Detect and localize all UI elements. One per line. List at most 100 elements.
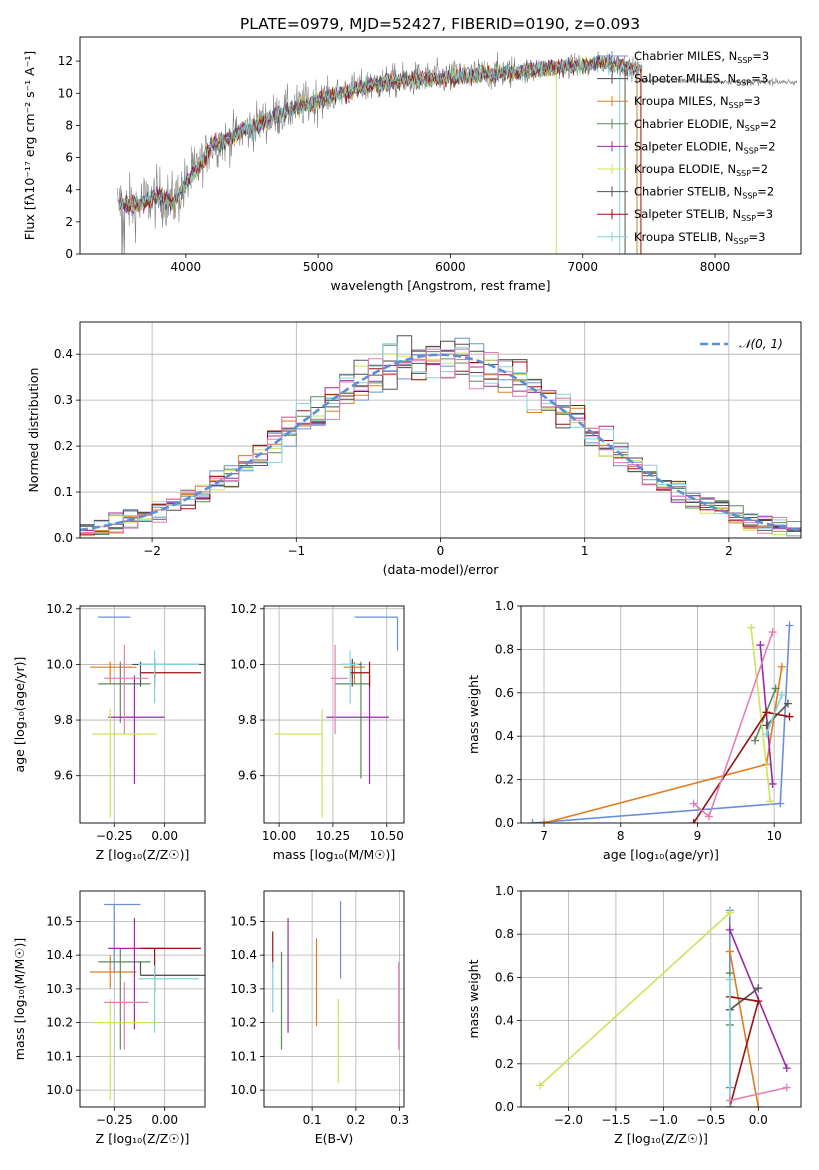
panel-age-vs-Z: −0.25 0.00 9.6 9.8 10.0 10.2 Z [log₁₀(Z/Z☉)] ag… [12,602,206,862]
y-tick-label: 1.0 [495,599,514,613]
x-tick-label: 0.00 [151,1113,178,1127]
y-tick-label: 10.0 [46,657,73,671]
legend-label: Salpeter ELODIE, NSSP=2 [634,139,776,155]
y-tick-label: 10 [58,86,73,100]
weight-line [729,951,760,1107]
x-tick-label: 0.3 [390,1113,409,1127]
axes-frame [79,321,802,539]
y-tick-label: 10.3 [46,982,73,996]
x-tick-label: 4000 [171,260,202,274]
x-tick-label: −0.5 [696,1113,725,1127]
weight-line [539,912,731,1086]
x-tick-label: 10 [767,829,782,843]
weight-marker [762,708,771,717]
axes-frame [520,890,802,1108]
weight-marker [754,1103,763,1107]
x-axis-label: wavelength [Angstrom, rest frame] [330,278,550,293]
y-tick-label: 0.2 [54,439,73,453]
x-tick-label: 0.1 [303,1113,322,1127]
weight-marker [783,699,792,708]
x-tick-label: 1 [581,544,589,558]
y-tick-label: 0.2 [495,1057,514,1071]
weight-marker [771,684,780,693]
y-tick-label: 10.3 [230,982,257,996]
x-axis-label: Z [log₁₀(Z/Z☉)] [96,1131,190,1146]
x-tick-label: 10.00 [262,829,296,843]
weight-line [765,694,783,735]
weight-line [729,995,760,1107]
legend-label: Chabrier MILES, NSSP=3 [634,49,769,65]
y-tick-label: 10.2 [46,602,73,616]
y-tick-label: 8 [65,118,73,132]
figure-title: PLATE=0979, MJD=52427, FIBERID=0190, z=0… [240,15,640,33]
x-tick-label: 2 [725,544,733,558]
x-tick-label: 7000 [567,260,598,274]
x-tick-label: −2 [143,544,161,558]
x-tick-label: 0.0 [749,1113,768,1127]
x-tick-label: 0.00 [151,829,178,843]
panel-age-vs-mass: 10.00 10.25 10.50 9.6 9.8 10.0 10.2 mass [log₁₀… [230,602,405,862]
panel-mass-vs-Z: −0.25 0.00 10.0 10.1 10.2 10.3 10.4 10.5 Z [log₁… [12,890,206,1146]
y-tick-label: 10.2 [230,1016,257,1030]
normal-legend-label: 𝒩(0, 1) [739,337,783,351]
weight-marker [754,984,763,993]
weight-marker [725,1096,734,1105]
x-tick-label: −1 [287,544,305,558]
y-tick-label: 9.8 [54,713,73,727]
weight-marker [528,819,537,823]
weight-marker [725,947,734,956]
y-axis-label: Flux [fλ10⁻¹⁷ erg cm⁻² s⁻¹ A⁻¹] [22,51,37,240]
y-tick-label: 9.6 [54,769,73,783]
y-tick-label: 10.0 [230,657,257,671]
panel-weight-vs-Z: −2.0 −1.5 −1.0 −0.5 0.0 0.0 0.2 0.4 0.6 0.8 1.0 Z [… [466,884,802,1146]
y-tick-label: 0.4 [495,1014,514,1028]
y-tick-label: 9.8 [238,713,257,727]
axes-frame [79,890,206,1108]
weight-marker [782,1064,791,1073]
weight-marker [777,690,786,699]
weight-marker [535,1081,544,1090]
weight-marker [689,819,698,823]
weight-marker [782,1083,791,1092]
legend-label: Salpeter MILES, NSSP=3 [634,72,768,88]
plot-area [80,322,801,538]
x-tick-label: 0.2 [346,1113,365,1127]
x-axis-label: mass [log₁₀(M/M☉)] [273,847,395,862]
weight-marker [785,712,794,721]
y-tick-label: 4 [65,183,73,197]
y-tick-label: 10.5 [230,914,257,928]
y-tick-label: 0.2 [495,773,514,787]
y-tick-label: 6 [65,151,73,165]
weight-line [729,1086,787,1102]
x-axis-label: E(B-V) [315,1131,354,1146]
x-axis-label: age [log₁₀(age/yr)] [603,847,719,862]
y-axis-label: mass [log₁₀(M/M☉)] [12,938,27,1060]
x-tick-label: 6000 [435,260,466,274]
model-spectrum-salpeter-stelib [119,55,640,213]
x-tick-label: 9 [694,829,702,843]
y-tick-label: 12 [58,54,73,68]
y-tick-label: 0.6 [495,970,514,984]
y-tick-label: 10.1 [46,1049,73,1063]
x-tick-label: 10.50 [370,829,404,843]
weight-marker [766,797,775,806]
weight-marker [689,799,698,808]
y-tick-label: 0.0 [495,1100,514,1114]
y-axis-label: mass weight [466,959,481,1038]
y-tick-label: 10.0 [46,1083,73,1097]
y-tick-label: 10.4 [46,948,73,962]
panel-mass-vs-EBV: 0.1 0.2 0.3 10.0 10.1 10.2 10.3 10.4 10.5 E(B-V) [230,890,409,1146]
x-tick-label: −2.0 [554,1113,583,1127]
legend-label: Salpeter STELIB, NSSP=3 [634,207,773,223]
weight-marker [776,799,785,808]
residual-histogram [80,348,801,534]
x-axis-label: Z [log₁₀(Z/Z☉)] [96,847,190,862]
x-tick-label: −1.5 [601,1113,630,1127]
y-tick-label: 1.0 [495,884,514,898]
x-tick-label: 7 [540,829,548,843]
weight-line [750,627,772,802]
weight-marker [785,621,794,630]
x-tick-label: −0.25 [96,829,133,843]
y-tick-label: 10.0 [230,1083,257,1097]
weight-marker [777,662,786,671]
